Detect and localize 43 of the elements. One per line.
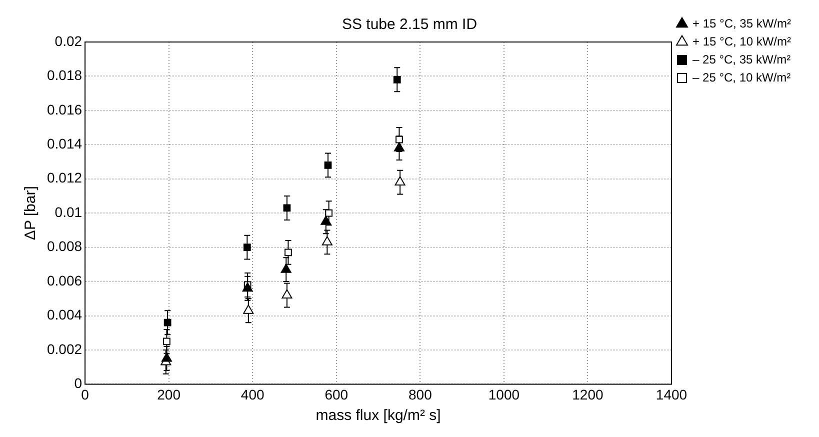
point: [325, 209, 333, 217]
point: [393, 76, 401, 84]
point: [243, 304, 254, 314]
point: [164, 318, 172, 326]
chart-title: SS tube 2.15 mm ID: [342, 16, 478, 34]
legend-label: + 15 °C, 35 kW/m²: [692, 16, 792, 30]
legend-label: – 25 °C, 35 kW/m²: [692, 52, 791, 66]
point: [394, 176, 406, 186]
x-tick-label: 1000: [488, 386, 520, 402]
x-tick-label: 400: [240, 386, 264, 402]
y-axis-title: ΔP [bar]: [22, 186, 40, 240]
x-tick-label: 1400: [656, 386, 688, 402]
point: [242, 282, 253, 292]
legend-label: + 15 °C, 10 kW/m²: [692, 34, 792, 48]
y-tick-label: 0: [74, 375, 82, 392]
point: [243, 244, 251, 251]
y-tick-label: 0.01: [54, 204, 82, 220]
x-tick-label: 1200: [572, 386, 604, 402]
x-axis-title: mass flux [kg/m² s]: [316, 407, 441, 424]
point: [394, 142, 404, 152]
point: [161, 352, 172, 362]
y-tick-label: 0.016: [46, 101, 82, 118]
y-tick-label: 0.002: [46, 340, 82, 357]
point: [163, 338, 170, 346]
x-tick-label: 600: [324, 386, 348, 402]
point: [322, 236, 332, 246]
y-tick-label: 0.012: [46, 170, 82, 186]
point: [282, 289, 292, 298]
point: [280, 264, 292, 273]
point: [396, 136, 403, 144]
y-tick-label: 0.006: [46, 272, 82, 288]
point: [320, 216, 332, 225]
y-tick-label: 0.014: [46, 136, 82, 152]
point: [284, 248, 292, 256]
y-tick-label: 0.008: [46, 238, 82, 254]
y-tick-label: 0.004: [46, 306, 82, 323]
legend-label: – 25 °C, 10 kW/m²: [692, 70, 791, 84]
y-tick-label: 0.018: [46, 67, 82, 84]
x-tick-label: 200: [157, 386, 181, 402]
point: [324, 162, 332, 169]
point: [283, 204, 291, 212]
x-tick-label: 800: [408, 386, 432, 402]
y-tick-label: 0.02: [54, 32, 82, 49]
